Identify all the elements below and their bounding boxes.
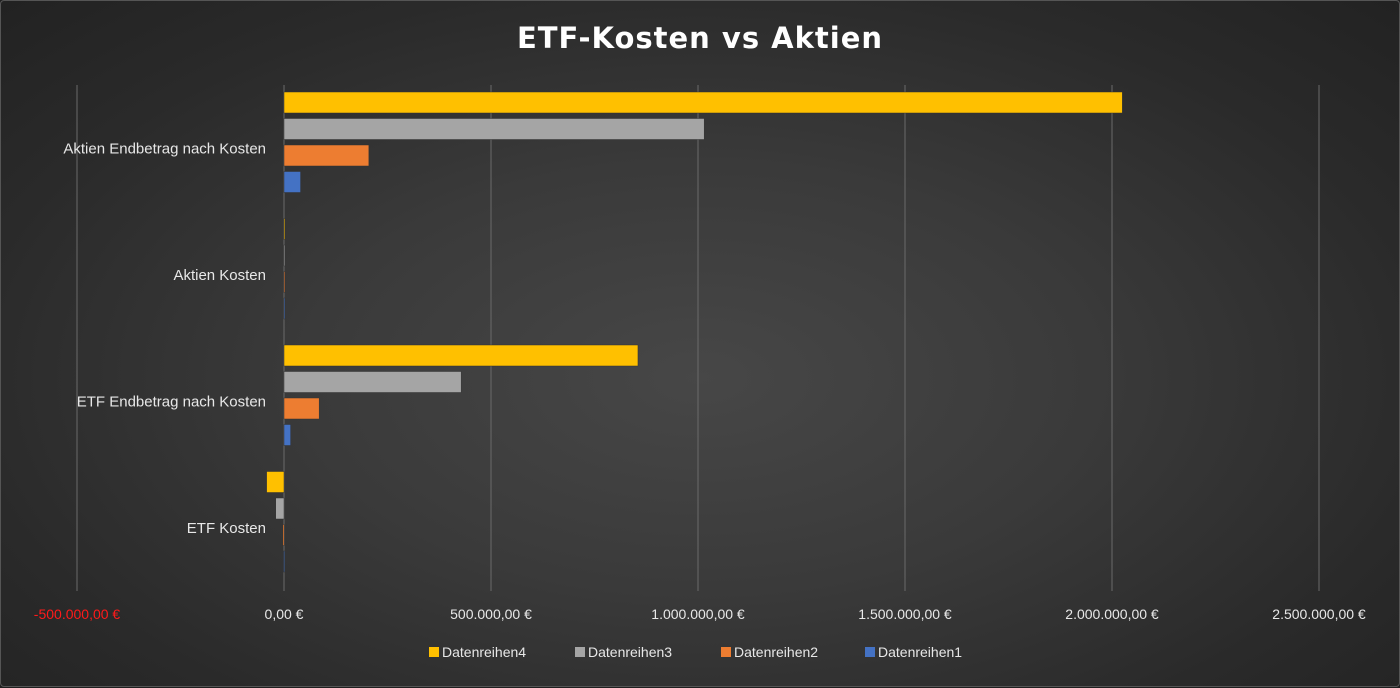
x-tick-label: 1.500.000,00 €	[858, 606, 952, 622]
bar-datenreihen4	[283, 344, 639, 367]
category-label: ETF Endbetrag nach Kosten	[77, 393, 266, 410]
legend-swatch	[865, 647, 875, 657]
legend-swatch	[575, 647, 585, 657]
bar-datenreihen3	[275, 497, 285, 520]
bar-datenreihen3	[283, 371, 462, 393]
bar-datenreihen3	[283, 244, 286, 267]
category-label: ETF Kosten	[187, 520, 266, 537]
bar-datenreihen1	[283, 171, 301, 193]
x-tick-label: 2.500.000,00 €	[1272, 606, 1366, 622]
bar-datenreihen2	[282, 524, 285, 546]
bar-datenreihen1	[283, 297, 286, 320]
bar-datenreihen2	[283, 271, 286, 293]
bar-datenreihen1	[283, 550, 285, 573]
x-tick-label: 500.000,00 €	[450, 606, 532, 622]
bar-datenreihen2	[283, 397, 320, 420]
bar-datenreihen1	[283, 424, 291, 446]
legend-label: Datenreihen3	[588, 644, 672, 660]
legend-swatch	[429, 647, 439, 657]
x-tick-label: 1.000.000,00 €	[651, 606, 745, 622]
bar-datenreihen4	[283, 218, 286, 240]
x-tick-label: 2.000.000,00 €	[1065, 606, 1159, 622]
bar-datenreihen4	[266, 471, 285, 493]
x-tick-label: 0,00 €	[265, 606, 304, 622]
category-label: Aktien Endbetrag nach Kosten	[63, 140, 266, 157]
chart-title: ETF-Kosten vs Aktien	[516, 21, 884, 55]
legend-swatch	[721, 647, 731, 657]
category-label: Aktien Kosten	[173, 267, 266, 284]
x-tick-label: -500.000,00 €	[34, 606, 121, 622]
bar-datenreihen3	[283, 118, 705, 140]
bar-datenreihen2	[283, 144, 370, 167]
legend-label: Datenreihen2	[734, 644, 818, 660]
bar-datenreihen4	[283, 91, 1123, 114]
legend-label: Datenreihen1	[878, 644, 962, 660]
legend-label: Datenreihen4	[442, 644, 526, 660]
